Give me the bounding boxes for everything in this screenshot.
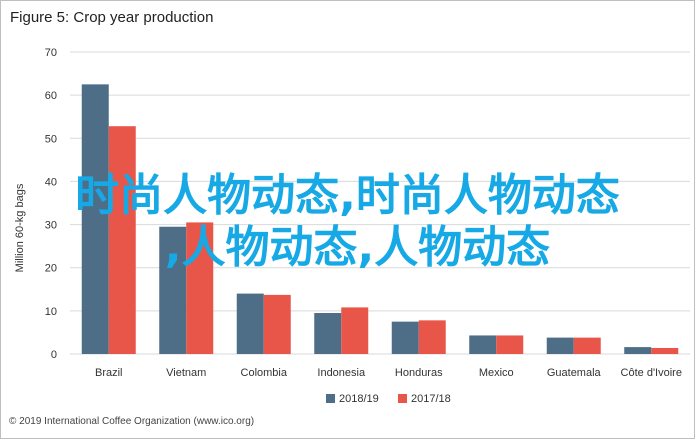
y-axis-label: Million 60-kg bags (14, 183, 26, 272)
x-axis-ticks: Brazil Vietnam Colombia Indonesia Honduras Me… (95, 367, 682, 379)
x-tick-label: Indonesia (317, 367, 366, 379)
y-axis-ticks: 0 10 20 30 40 50 60 70 (45, 47, 57, 361)
y-tick-label: 60 (45, 90, 57, 102)
x-tick-label: Guatemala (547, 367, 602, 379)
bar (186, 222, 214, 354)
legend-label: 2018/19 (339, 393, 379, 405)
legend-label: 2017/18 (411, 393, 451, 405)
legend-item-2018-19: 2018/19 (326, 393, 379, 405)
legend-swatch (398, 394, 407, 403)
y-tick-label: 40 (45, 176, 57, 188)
bar (651, 347, 679, 354)
x-tick-label: Honduras (395, 367, 443, 379)
credit-text: © 2019 International Coffee Organization… (9, 416, 255, 427)
bar (391, 321, 419, 354)
legend-swatch (326, 394, 335, 403)
bars (81, 84, 679, 354)
bar (159, 226, 187, 354)
y-tick-label: 30 (45, 220, 57, 232)
gridlines (70, 51, 690, 355)
bar (236, 293, 264, 354)
bar (418, 320, 446, 354)
bar (546, 337, 574, 354)
y-tick-label: 70 (45, 47, 57, 59)
bar (314, 313, 342, 354)
bar (496, 335, 524, 354)
x-tick-label: Vietnam (166, 367, 206, 379)
bar (108, 126, 136, 354)
bar (341, 307, 369, 354)
bar (263, 294, 291, 354)
y-tick-label: 0 (51, 349, 57, 361)
y-tick-label: 10 (45, 306, 57, 318)
legend-item-2017-18: 2017/18 (398, 393, 451, 405)
x-tick-label: Mexico (479, 367, 514, 379)
bar (469, 335, 497, 354)
bar (573, 337, 601, 354)
bar (81, 84, 109, 354)
x-tick-label: Côte d'Ivoire (621, 367, 682, 379)
y-tick-label: 20 (45, 263, 57, 275)
x-tick-label: Colombia (241, 367, 288, 379)
bar (624, 347, 652, 354)
y-tick-label: 50 (45, 133, 57, 145)
figure-title: Figure 5: Crop year production (10, 9, 214, 26)
x-tick-label: Brazil (95, 367, 123, 379)
